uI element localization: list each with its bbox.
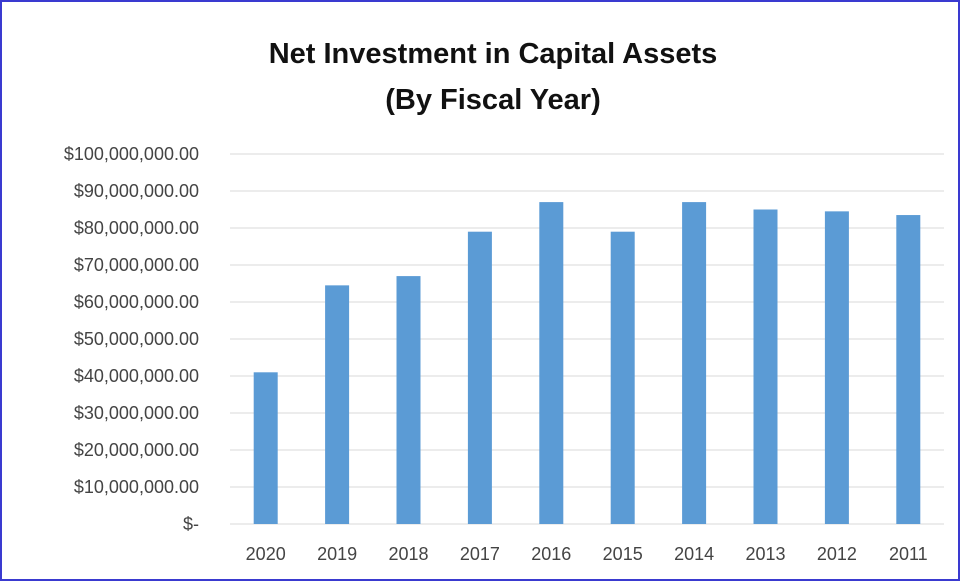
- bars: [253, 202, 921, 525]
- x-tick-label-2014: 2014: [674, 544, 714, 564]
- y-tick-label: $40,000,000.00: [74, 366, 199, 386]
- x-tick-label-2015: 2015: [603, 544, 643, 564]
- bar-2014: [682, 202, 707, 524]
- y-tick-label: $20,000,000.00: [74, 440, 199, 460]
- bar-2019: [325, 285, 350, 524]
- y-tick-label: $70,000,000.00: [74, 255, 199, 275]
- x-tick-label-2018: 2018: [388, 544, 428, 564]
- chart-subtitle: (By Fiscal Year): [385, 84, 600, 116]
- y-tick-label: $80,000,000.00: [74, 218, 199, 238]
- x-tick-label-2013: 2013: [745, 544, 785, 564]
- bar-2016: [539, 202, 564, 524]
- bar-2011: [896, 215, 921, 525]
- bar-2013: [753, 209, 778, 524]
- y-tick-label: $30,000,000.00: [74, 403, 199, 423]
- bar-2017: [467, 231, 492, 524]
- bar-2018: [396, 276, 421, 524]
- x-tick-label-2019: 2019: [317, 544, 357, 564]
- chart-title: Net Investment in Capital Assets: [269, 38, 718, 70]
- bar-2015: [610, 231, 635, 524]
- x-tick-label-2016: 2016: [531, 544, 571, 564]
- y-tick-label: $10,000,000.00: [74, 477, 199, 497]
- x-tick-label-2011: 2011: [889, 544, 928, 564]
- y-tick-label: $50,000,000.00: [74, 329, 199, 349]
- y-axis-tick-labels: $- $10,000,000.00 $20,000,000.00 $30,000,00…: [64, 144, 199, 534]
- x-tick-label-2020: 2020: [246, 544, 286, 564]
- x-tick-label-2012: 2012: [817, 544, 857, 564]
- y-tick-label: $-: [183, 514, 199, 534]
- y-tick-label: $60,000,000.00: [74, 292, 199, 312]
- bar-2020: [253, 372, 278, 524]
- y-tick-label: $90,000,000.00: [74, 181, 199, 201]
- x-axis-tick-labels: 2020 2019 2018 2017 2016 2015 2014 2013 2012 2011: [246, 544, 928, 564]
- x-tick-label-2017: 2017: [460, 544, 500, 564]
- y-tick-label: $100,000,000.00: [64, 144, 199, 164]
- bar-2012: [824, 211, 849, 524]
